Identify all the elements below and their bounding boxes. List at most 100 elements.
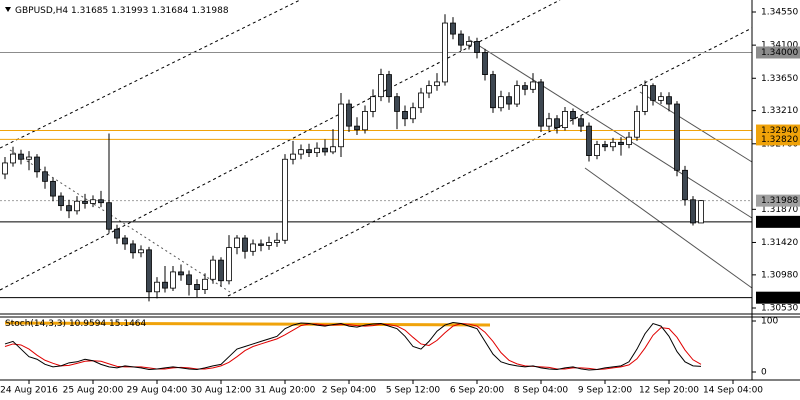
y-tick-label: 1.31420	[761, 238, 798, 248]
y-tick-label: 1.34100	[761, 41, 798, 51]
trend-line	[584, 167, 753, 289]
candle-body	[514, 85, 520, 105]
candle-body	[250, 243, 256, 252]
level-label-box	[756, 46, 800, 59]
symbol: GBPUSD,H4	[15, 6, 68, 16]
level-label: 1.31988	[761, 196, 798, 206]
candle-body	[314, 147, 320, 154]
header-close: 1.31988	[191, 6, 228, 16]
candle-body	[330, 146, 336, 153]
candle-body	[50, 180, 56, 197]
candle-body	[90, 199, 96, 204]
candle-body	[170, 271, 176, 289]
x-tick-label: 12 Sep 20:00	[639, 386, 699, 396]
trend-line	[9, 149, 231, 293]
candle-body	[258, 243, 264, 246]
candle-body	[42, 171, 48, 182]
x-tick-label: 8 Sep 04:00	[514, 386, 569, 396]
header-low: 1.31684	[151, 6, 188, 16]
candle-body	[370, 96, 376, 112]
candle-body	[586, 125, 592, 156]
menu-icon	[5, 7, 11, 12]
candle-body	[346, 103, 352, 127]
indicator-band	[4, 321, 491, 327]
candle-body	[298, 149, 304, 155]
y-tick-label: 1.33650	[761, 74, 798, 84]
x-tick-label: 31 Aug 20:00	[255, 386, 316, 396]
trend-line	[227, 27, 753, 297]
x-tick-label: 9 Sep 12:00	[578, 386, 633, 396]
chart-header: GBPUSD,H4 1.31685 1.31993 1.31684 1.3198…	[15, 6, 229, 16]
candle-body	[698, 200, 704, 224]
header-high: 1.31993	[111, 6, 148, 16]
price-panel: 1.345501.341001.336501.332101.327601.318…	[0, 8, 800, 396]
candle-body	[66, 205, 72, 212]
level-label: 1.34000	[761, 48, 798, 58]
candle-body	[322, 147, 328, 153]
x-tick-label: 14 Sep 04:00	[703, 386, 763, 396]
trend-line	[469, 39, 753, 219]
candle-body	[98, 199, 104, 204]
stochastic-main-line	[4, 322, 702, 371]
candle-body	[154, 281, 160, 293]
level-label: 1.31700	[761, 217, 798, 227]
x-tick-label: 6 Sep 20:00	[450, 386, 505, 396]
candle-body	[18, 153, 24, 160]
candle-body	[122, 237, 128, 245]
candle-body	[178, 271, 184, 276]
candle-body	[578, 118, 584, 127]
candle-body	[162, 281, 168, 289]
level-label: 1.32940	[761, 126, 798, 136]
candle-body	[634, 111, 640, 138]
candle-body	[490, 74, 496, 109]
candle-body	[674, 103, 680, 171]
y-tick-label: 1.31870	[761, 205, 798, 215]
trend-line	[639, 91, 753, 163]
stochastic-panel: 0 100	[4, 317, 778, 378]
candle-body	[474, 41, 480, 53]
candle-body	[410, 107, 416, 120]
candle-body	[538, 81, 544, 127]
candle-body	[650, 85, 656, 101]
level-label: 1.32820	[761, 135, 798, 145]
candle-body	[58, 195, 64, 207]
candle-body	[274, 239, 280, 243]
trend-lines	[0, 0, 753, 327]
y-tick-label: 1.33210	[761, 106, 798, 116]
x-tick-label: 30 Aug 12:00	[191, 386, 252, 396]
candle-body	[202, 278, 208, 290]
y-tick-label: 1.30980	[761, 270, 798, 280]
trend-line	[0, 0, 301, 149]
candle-body	[226, 247, 232, 282]
candle-body	[106, 202, 112, 230]
indicator-signal: 15.1464	[109, 319, 146, 329]
candle-body	[466, 41, 472, 46]
level-label: 1.30670	[761, 293, 798, 303]
candle-body	[602, 144, 608, 148]
x-tick-label: 5 Sep 12:00	[386, 386, 441, 396]
candle-body	[498, 96, 504, 109]
level-label-box	[756, 215, 800, 228]
candle-body	[642, 85, 648, 112]
candle-body	[218, 259, 224, 282]
level-label-box	[756, 133, 800, 146]
y-tick-label: 1.30530	[761, 303, 798, 313]
candle-body	[386, 74, 392, 98]
candle-body	[82, 200, 88, 204]
candle-body	[10, 153, 16, 164]
indicator-header: Stoch(14,3,3) 10.9594 15.1464	[5, 319, 147, 329]
x-tick-label: 29 Aug 04:00	[127, 386, 188, 396]
candle-body	[130, 243, 136, 254]
x-tick-label: 25 Aug 20:00	[63, 386, 124, 396]
candle-body	[354, 125, 360, 131]
candle-body	[194, 284, 200, 290]
candle-body	[530, 81, 536, 90]
y-tick-label: 1.34550	[761, 8, 798, 18]
candle-body	[434, 81, 440, 87]
candle-body	[290, 153, 296, 160]
header-open: 1.31685	[71, 6, 108, 16]
candle-body	[282, 158, 288, 241]
candle-body	[138, 249, 144, 254]
